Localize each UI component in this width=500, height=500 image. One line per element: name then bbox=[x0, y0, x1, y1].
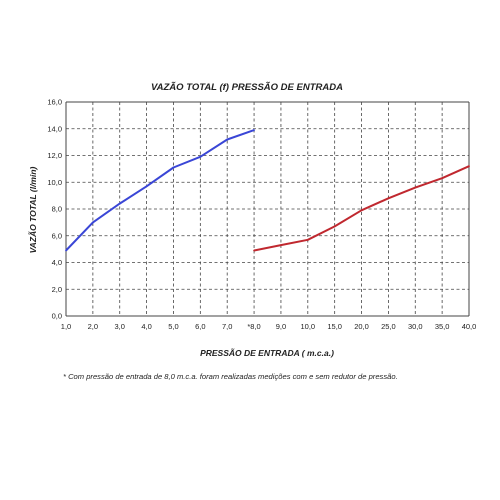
chart-title: VAZÃO TOTAL (f) PRESSÃO DE ENTRADA bbox=[151, 82, 343, 93]
footnote: * Com pressão de entrada de 8,0 m.c.a. f… bbox=[63, 372, 398, 381]
data-point bbox=[145, 185, 148, 188]
y-axis-label: VAZÃO TOTAL (l/min) bbox=[28, 166, 38, 253]
x-tick-label: 9,0 bbox=[276, 322, 286, 331]
y-tick-label: 6,0 bbox=[52, 231, 62, 240]
y-tick-label: 12,0 bbox=[47, 151, 62, 160]
x-axis-label: PRESSÃO DE ENTRADA ( m.c.a.) bbox=[200, 348, 334, 358]
data-point bbox=[441, 177, 444, 180]
y-tick-label: 14,0 bbox=[47, 124, 62, 133]
x-tick-label: 5,0 bbox=[168, 322, 178, 331]
x-tick-label: 1,0 bbox=[61, 322, 71, 331]
data-point bbox=[118, 202, 121, 205]
x-tick-label: 20,0 bbox=[354, 322, 369, 331]
ticks: 1,0 2,0 3,0 4,0 5,0 6,0 7,0 *8,0 9,0 10,0 15,0 20,0… bbox=[47, 98, 476, 332]
data-point bbox=[414, 186, 417, 189]
data-point bbox=[387, 197, 390, 200]
y-tick-label: 0,0 bbox=[52, 312, 62, 321]
data-point bbox=[253, 249, 255, 252]
data-point bbox=[306, 238, 309, 241]
x-tick-label: 35,0 bbox=[435, 322, 450, 331]
x-tick-label: 7,0 bbox=[222, 322, 232, 331]
data-point bbox=[360, 209, 363, 212]
data-point bbox=[65, 249, 67, 252]
y-tick-label: 8,0 bbox=[52, 205, 62, 214]
series-line-1 bbox=[65, 129, 255, 252]
series-lines bbox=[65, 129, 470, 252]
data-point bbox=[172, 166, 175, 169]
data-point bbox=[468, 165, 470, 168]
x-tick-label: 15,0 bbox=[327, 322, 342, 331]
x-tick-label: 2,0 bbox=[88, 322, 98, 331]
data-point bbox=[91, 221, 94, 224]
x-tick-label: 25,0 bbox=[381, 322, 396, 331]
x-tick-label: 30,0 bbox=[408, 322, 423, 331]
y-tick-label: 10,0 bbox=[47, 178, 62, 187]
data-point bbox=[253, 129, 255, 131]
y-tick-label: 2,0 bbox=[52, 285, 62, 294]
x-tick-label: 10,0 bbox=[300, 322, 315, 331]
y-tick-label: 4,0 bbox=[52, 258, 62, 267]
data-point bbox=[199, 155, 202, 158]
data-point bbox=[333, 225, 336, 228]
x-tick-label: 4,0 bbox=[141, 322, 151, 331]
x-tick-label: *8,0 bbox=[247, 322, 260, 331]
x-tick-label: 6,0 bbox=[195, 322, 205, 331]
data-point bbox=[226, 138, 229, 141]
grid bbox=[65, 101, 470, 317]
x-tick-label: 3,0 bbox=[115, 322, 125, 331]
data-point bbox=[280, 244, 282, 247]
y-tick-label: 16,0 bbox=[47, 98, 62, 107]
x-tick-label: 40,0 bbox=[462, 322, 477, 331]
